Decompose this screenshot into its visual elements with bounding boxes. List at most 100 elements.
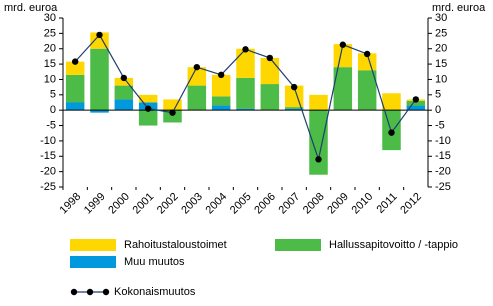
y-tick-label: 30 xyxy=(44,12,56,24)
line-point xyxy=(120,74,128,82)
x-tick-label: 1999 xyxy=(82,191,108,217)
line-point xyxy=(217,71,225,79)
y-tick-label: -15 xyxy=(40,150,56,162)
x-tick-label: 2009 xyxy=(325,191,351,217)
bar xyxy=(187,67,207,86)
line-point xyxy=(339,41,347,48)
bar xyxy=(90,48,109,111)
y2-tick-label: 20 xyxy=(435,43,447,55)
line-point xyxy=(388,129,395,136)
line-point xyxy=(144,105,152,112)
legend-marker xyxy=(70,288,78,296)
bar xyxy=(236,77,255,109)
x-tick-label: 2004 xyxy=(204,191,230,217)
bar xyxy=(90,32,109,49)
y-axis-label: mrd. euroa xyxy=(4,2,58,14)
legend-swatch xyxy=(275,239,321,251)
x-tick-label: 2003 xyxy=(179,191,205,217)
y2-tick-label: -10 xyxy=(435,135,451,147)
legend-swatch xyxy=(70,239,116,251)
x-tick-label: 2012 xyxy=(398,191,424,217)
y-tick-label: 20 xyxy=(44,43,56,55)
y-tick-label: 15 xyxy=(44,58,56,70)
bar xyxy=(211,74,231,97)
line-point xyxy=(290,83,298,91)
bar xyxy=(163,110,182,123)
y-tick-label: 0 xyxy=(50,104,56,116)
legend-label: Rahoitustaloustoimet xyxy=(124,239,227,251)
x-tick-label: 2011 xyxy=(374,191,399,216)
legend-label: Muu muutos xyxy=(124,256,185,268)
bar xyxy=(406,100,426,106)
bar xyxy=(309,94,328,111)
legend-marker xyxy=(102,288,110,296)
y-tick-label: 10 xyxy=(44,73,56,85)
line-point xyxy=(169,109,176,116)
bar xyxy=(357,53,377,71)
bar xyxy=(333,67,353,111)
x-tick-label: 2010 xyxy=(350,191,376,217)
bar xyxy=(65,74,85,103)
bar xyxy=(284,107,304,109)
bar xyxy=(90,110,109,113)
y-tick-label: -5 xyxy=(46,119,56,131)
y2-tick-label: -25 xyxy=(435,181,451,193)
line-point xyxy=(266,54,274,62)
bar xyxy=(260,84,280,111)
bar xyxy=(382,93,401,111)
legend-label: Hallussapitovoitto / -tappio xyxy=(329,239,458,251)
bar xyxy=(236,108,255,111)
y2-tick-label: 0 xyxy=(435,104,441,116)
bar xyxy=(333,44,353,68)
y2-axis-label: mrd. euroa xyxy=(432,2,486,14)
y2-tick-label: 25 xyxy=(435,27,447,39)
x-tick-label: 2008 xyxy=(301,191,327,217)
x-tick-label: 2001 xyxy=(131,191,157,217)
bar xyxy=(65,61,85,75)
bar xyxy=(65,102,85,111)
bar xyxy=(114,99,134,111)
y2-tick-label: -15 xyxy=(435,150,451,162)
line-point xyxy=(315,156,322,163)
line-point xyxy=(412,96,420,103)
x-tick-label: 2005 xyxy=(228,191,254,217)
y-tick-label: 25 xyxy=(44,27,56,39)
bar xyxy=(406,105,426,111)
legend-label: Kokonaismuutos xyxy=(114,286,196,298)
y2-tick-label: -20 xyxy=(435,166,451,178)
bar xyxy=(187,85,207,111)
bar xyxy=(309,110,328,175)
bar xyxy=(284,108,304,111)
x-tick-label: 1998 xyxy=(58,191,84,217)
line-point xyxy=(71,58,79,65)
x-tick-label: 2006 xyxy=(252,191,278,217)
legend-swatch xyxy=(70,256,116,268)
bar xyxy=(138,110,158,126)
bar xyxy=(211,105,231,111)
y-tick-label: 5 xyxy=(50,89,56,101)
line-point xyxy=(363,50,371,58)
y2-tick-label: 15 xyxy=(435,58,447,70)
bar xyxy=(114,85,134,100)
bar xyxy=(163,99,182,111)
line-point xyxy=(96,31,103,39)
y2-tick-label: 5 xyxy=(435,89,441,101)
x-tick-label: 2002 xyxy=(155,191,181,217)
bar xyxy=(211,96,231,106)
bar xyxy=(357,70,377,111)
legend-marker xyxy=(86,288,94,296)
bar xyxy=(114,77,134,86)
x-tick-label: 2000 xyxy=(106,191,132,217)
y2-tick-label: -5 xyxy=(435,119,445,131)
line-point xyxy=(242,46,249,53)
bar xyxy=(260,57,280,85)
bar xyxy=(236,48,255,78)
y2-tick-label: 30 xyxy=(435,12,447,24)
y-tick-label: -10 xyxy=(40,135,56,147)
y2-tick-label: 10 xyxy=(435,73,447,85)
bar xyxy=(138,94,158,103)
line-point xyxy=(193,63,201,71)
y-tick-label: -25 xyxy=(40,181,56,193)
x-tick-label: 2007 xyxy=(277,191,303,217)
